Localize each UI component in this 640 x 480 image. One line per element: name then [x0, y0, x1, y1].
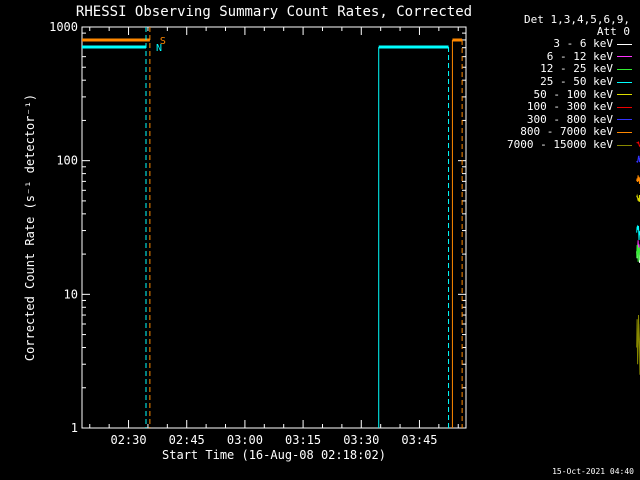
legend-swatch — [617, 81, 632, 83]
legend-swatch — [617, 68, 632, 70]
legend-label: 25 - 50 keV — [540, 75, 613, 89]
x-tick-label: 02:45 — [169, 433, 205, 447]
legend-item: 7000 - 15000 keV — [482, 139, 632, 152]
y-tick-label: 1 — [71, 421, 78, 435]
legend-label: 6 - 12 keV — [546, 49, 613, 63]
legend-swatch — [617, 56, 632, 58]
legend-swatch — [617, 119, 632, 121]
legend-label: 3 - 6 keV — [553, 37, 613, 51]
legend-label: 12 - 25 keV — [540, 62, 613, 76]
legend-swatch — [617, 43, 632, 45]
flag-label-n: N — [156, 43, 162, 54]
flag-label-s: S — [160, 36, 166, 47]
legend-item: 25 - 50 keV — [482, 76, 632, 89]
y-tick-label: 10 — [64, 287, 78, 301]
legend-item: 300 - 800 keV — [482, 112, 632, 127]
legend-item: 50 - 100 keV — [482, 88, 632, 101]
legend-item: 800 - 7000 keV — [482, 126, 632, 139]
x-axis-label: Start Time (16-Aug-08 02:18:02) — [162, 448, 386, 462]
y-tick-label: 100 — [56, 154, 78, 168]
x-tick-label: 03:15 — [285, 433, 321, 447]
legend-swatch — [617, 144, 632, 146]
legend-label: 100 - 300 keV — [526, 100, 613, 114]
y-tick-label: 1000 — [49, 20, 78, 34]
x-tick-label: 03:00 — [227, 433, 263, 447]
legend-item: 6 - 12 keV — [482, 49, 632, 64]
plot-frame — [81, 26, 467, 429]
legend-item: 3 - 6 keV — [482, 38, 632, 51]
legend-header-detectors: Det 1,3,4,5,6,9, — [524, 13, 630, 26]
legend-label: 7000 - 15000 keV — [507, 138, 613, 152]
plot-timestamp: 15-Oct-2021 04:40 — [552, 467, 634, 476]
x-tick-label: 03:45 — [401, 433, 437, 447]
legend-swatch — [617, 131, 632, 133]
legend-label: 800 - 7000 keV — [520, 125, 613, 139]
chart-title: RHESSI Observing Summary Count Rates, Co… — [76, 4, 472, 20]
legend-item: 100 - 300 keV — [482, 101, 632, 114]
x-tick-label: 03:30 — [343, 433, 379, 447]
legend: Det 1,3,4,5,6,9, Att 0 3 - 6 keV 6 - 12 k… — [482, 14, 632, 151]
y-axis-label: Corrected Count Rate (s⁻¹ detector⁻¹) — [23, 94, 37, 361]
legend-item: 12 - 25 keV — [482, 63, 632, 76]
x-tick-label: 02:30 — [110, 433, 146, 447]
legend-swatch — [617, 106, 632, 108]
legend-header-attenuator: Att 0 — [596, 25, 630, 38]
legend-label: 300 - 800 keV — [526, 112, 613, 126]
legend-swatch — [617, 94, 632, 96]
legend-label: 50 - 100 keV — [533, 87, 613, 101]
